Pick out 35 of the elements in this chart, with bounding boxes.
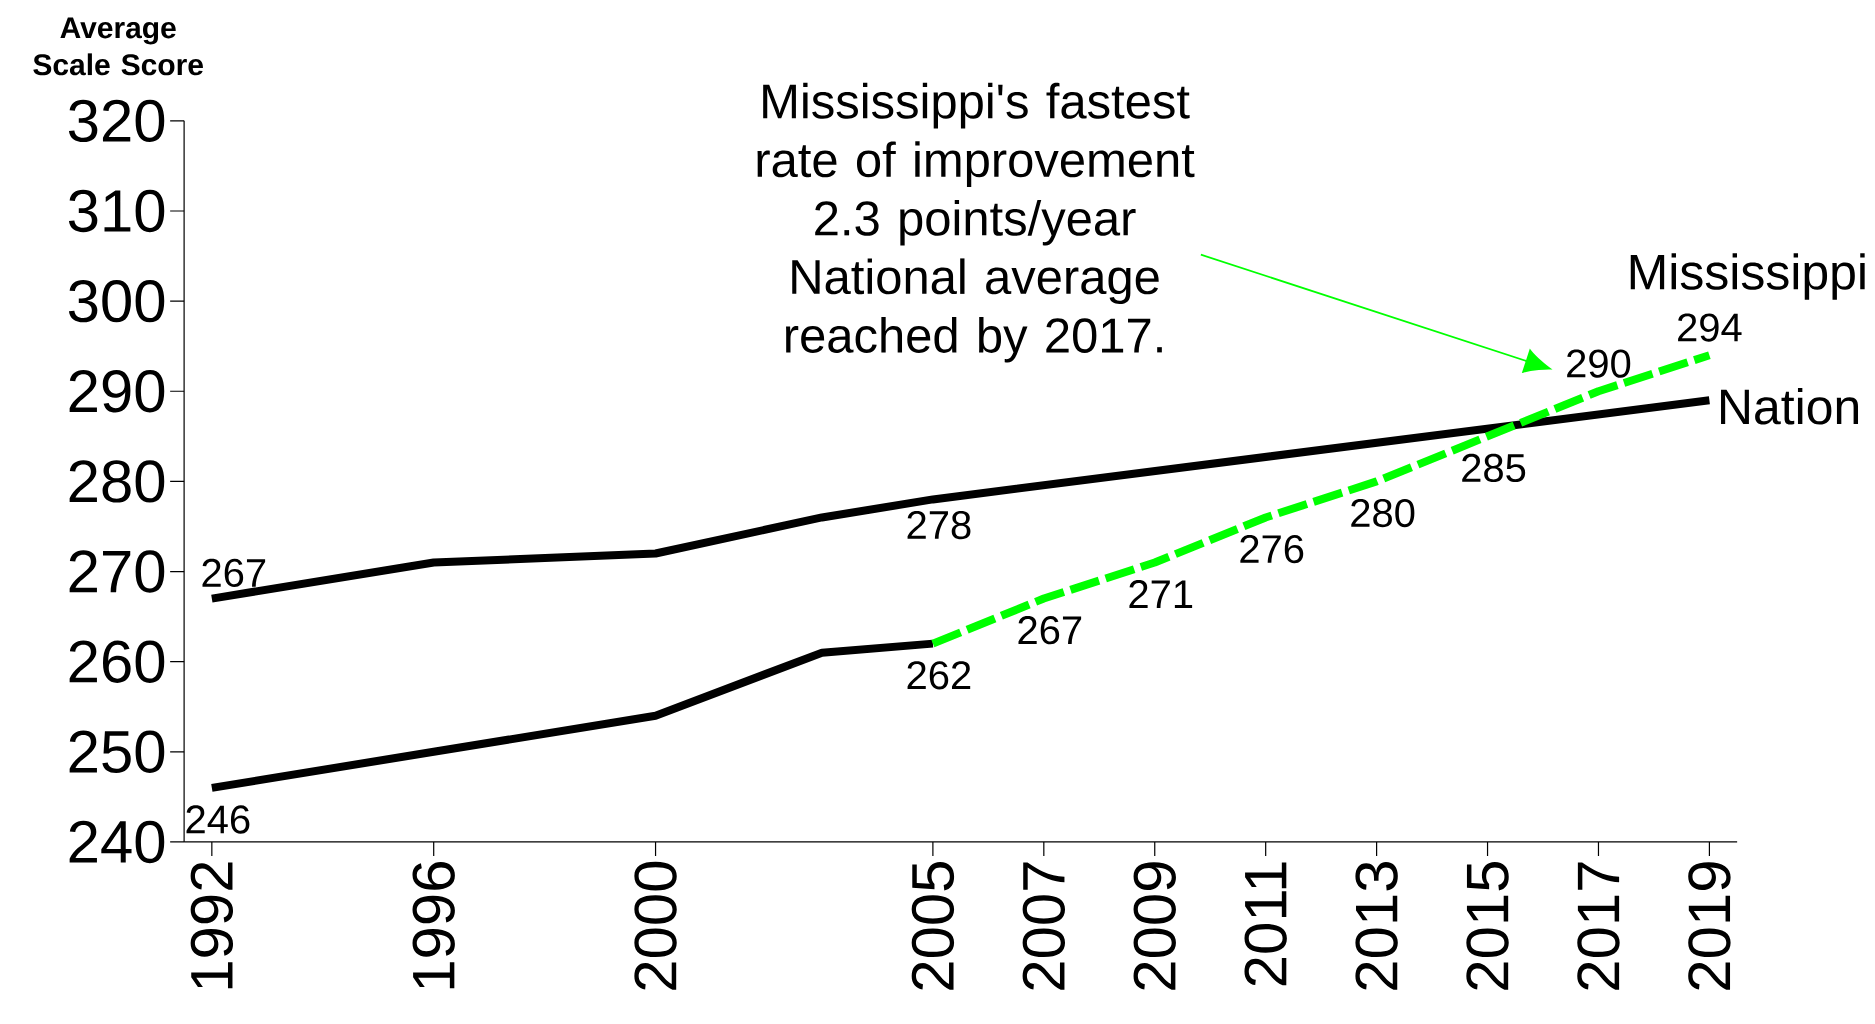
x-tick-label: 2000 — [634, 861, 677, 990]
data-label: 290 — [1567, 349, 1631, 378]
y-tick-label: 300 — [68, 280, 165, 323]
y-tick-label: 250 — [69, 730, 165, 774]
y-tick-label: 280 — [69, 460, 165, 503]
x-tick-label: 2007 — [1022, 862, 1066, 990]
data-label: 262 — [907, 661, 971, 690]
x-tick-label: 2015 — [1466, 862, 1509, 990]
data-label: 280 — [1351, 499, 1415, 528]
x-tick-label: 2011 — [1244, 862, 1287, 986]
x-tick-label: 2013 — [1355, 862, 1398, 990]
data-label: 267 — [1018, 616, 1082, 645]
y-tick-label: 240 — [69, 820, 165, 864]
data-label: 271 — [1129, 580, 1193, 609]
data-label: 285 — [1462, 453, 1526, 483]
x-tick-label: 1992 — [190, 862, 234, 989]
y-tick-label: 260 — [69, 640, 165, 684]
y-axis-title: Average Scale Score — [33, 17, 203, 76]
y-tick-label: 310 — [68, 189, 165, 233]
y-tick-label: 290 — [69, 370, 165, 413]
x-tick-label: 1996 — [412, 862, 455, 989]
x-tick-label: 2009 — [1133, 862, 1176, 990]
series-label: Nation — [1721, 388, 1859, 425]
annotation: Mississippi's fastest rate of improvement 2.3 points/year National average reached by 2017. — [757, 82, 1195, 363]
x-tick-label: 2019 — [1688, 862, 1731, 990]
data-label: 246 — [186, 805, 250, 834]
data-label: 267 — [202, 558, 266, 588]
y-tick-label: 270 — [69, 550, 165, 593]
x-tick-label: 2005 — [911, 862, 955, 990]
series-label: Mississippi — [1630, 253, 1865, 300]
y-tick-label: 320 — [68, 99, 165, 143]
x-tick-label: 2017 — [1577, 862, 1620, 990]
data-label: 294 — [1678, 313, 1742, 342]
data-label: 276 — [1240, 535, 1304, 564]
data-label: 278 — [907, 511, 971, 540]
